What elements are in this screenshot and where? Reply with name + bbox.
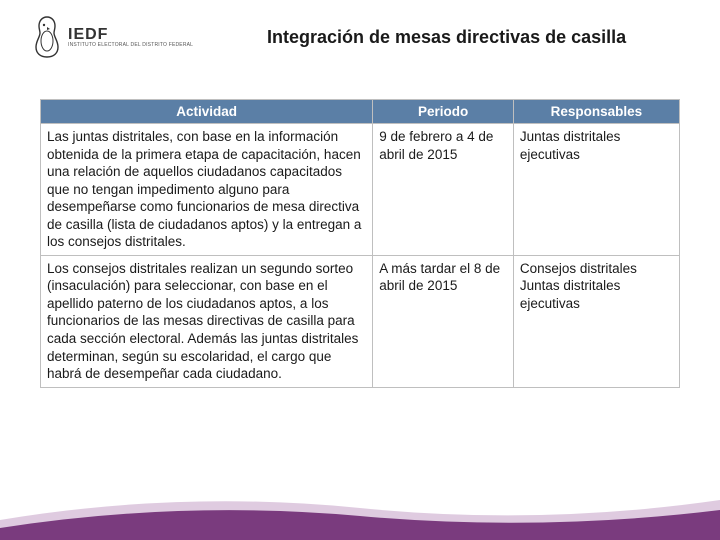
table-row: Los consejos distritales realizan un seg… bbox=[41, 255, 680, 387]
col-header-periodo: Periodo bbox=[373, 100, 514, 124]
penguin-icon bbox=[30, 15, 64, 59]
cell-actividad: Las juntas distritales, con base en la i… bbox=[41, 124, 373, 256]
cell-actividad: Los consejos distritales realizan un seg… bbox=[41, 255, 373, 387]
col-header-actividad: Actividad bbox=[41, 100, 373, 124]
page-header: IEDF INSTITUTO ELECTORAL DEL DISTRITO FE… bbox=[0, 0, 720, 69]
footer-swoosh bbox=[0, 480, 720, 540]
cell-periodo: 9 de febrero a 4 de abril de 2015 bbox=[373, 124, 514, 256]
table-header-row: Actividad Periodo Responsables bbox=[41, 100, 680, 124]
cell-responsables: Juntas distritales ejecutivas bbox=[513, 124, 679, 256]
page-title: Integración de mesas directivas de casil… bbox=[193, 27, 690, 48]
col-header-responsables: Responsables bbox=[513, 100, 679, 124]
activities-table: Actividad Periodo Responsables Las junta… bbox=[40, 99, 680, 388]
main-content: Actividad Periodo Responsables Las junta… bbox=[0, 69, 720, 388]
logo-acronym: IEDF bbox=[68, 27, 193, 43]
table-row: Las juntas distritales, con base en la i… bbox=[41, 124, 680, 256]
logo-text: IEDF INSTITUTO ELECTORAL DEL DISTRITO FE… bbox=[68, 27, 193, 48]
cell-periodo: A más tardar el 8 de abril de 2015 bbox=[373, 255, 514, 387]
logo-subtitle: INSTITUTO ELECTORAL DEL DISTRITO FEDERAL bbox=[68, 43, 193, 48]
cell-responsables: Consejos distritales Juntas distritales … bbox=[513, 255, 679, 387]
iedf-logo: IEDF INSTITUTO ELECTORAL DEL DISTRITO FE… bbox=[30, 15, 193, 59]
